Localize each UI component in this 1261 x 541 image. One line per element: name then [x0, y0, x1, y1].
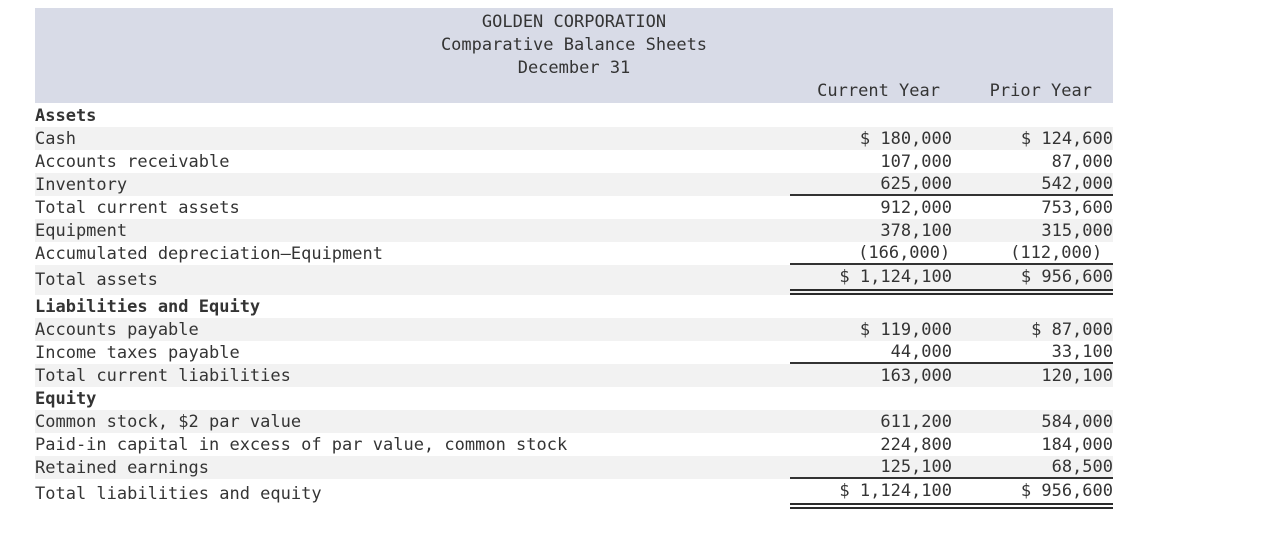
row-label: Paid-in capital in excess of par value, …	[35, 434, 568, 455]
current-year-value: $ 119,000	[790, 318, 952, 341]
table-row: Accumulated depreciation—Equipment (166,0…	[35, 242, 1113, 265]
row-label: Total current liabilities	[35, 364, 790, 387]
prior-year-value: $ 956,600	[952, 265, 1113, 295]
row-label: Accumulated depreciation—Equipment	[35, 243, 383, 264]
balance-sheet: GOLDEN CORPORATION Comparative Balance S…	[35, 8, 1113, 509]
balance-sheet-table-body: Assets Cash $ 180,000 $ 124,600 Accounts rec…	[35, 104, 1113, 509]
current-year-value	[790, 295, 952, 318]
section-header-row: Liabilities and Equity	[35, 295, 1113, 318]
table-row: Cash $ 180,000 $ 124,600	[35, 127, 1113, 150]
current-year-value: 625,000	[790, 173, 952, 196]
prior-year-value: 33,100	[952, 341, 1113, 364]
sheet-date: December 31	[517, 58, 631, 78]
company-name: GOLDEN CORPORATION	[481, 12, 667, 32]
row-label: Accounts receivable	[35, 151, 230, 172]
prior-year-value	[952, 387, 1113, 410]
row-label: Total liabilities and equity	[35, 484, 322, 504]
row-label: Total current assets	[35, 197, 240, 218]
row-label: Common stock, $2 par value	[35, 410, 790, 433]
table-row: Total assets $ 1,124,100 $ 956,600	[35, 265, 1113, 295]
current-year-value: 912,000	[880, 197, 952, 218]
table-row: Total liabilities and equity $ 1,124,100 $…	[35, 479, 1113, 509]
prior-year-value: 87,000	[1051, 151, 1113, 172]
prior-year-value	[952, 104, 1113, 127]
table-row: Accounts payable $ 119,000 $ 87,000	[35, 318, 1113, 341]
table-row: Equipment 378,100 315,000	[35, 219, 1113, 242]
prior-year-value: 584,000	[952, 410, 1113, 433]
prior-year-value: 184,000	[1041, 434, 1113, 455]
current-year-value: 44,000	[790, 341, 952, 364]
prior-year-value	[952, 295, 1113, 318]
current-year-value: $ 1,124,100	[790, 265, 952, 295]
row-label: Equity	[35, 388, 97, 409]
table-row: Total current liabilities 163,000 120,100	[35, 364, 1113, 387]
column-header-prior-year: Prior Year	[989, 81, 1092, 101]
table-row: Retained earnings 125,100 68,500	[35, 456, 1113, 479]
section-header-row: Equity	[35, 387, 1113, 410]
prior-year-value: 753,600	[1041, 197, 1113, 218]
prior-year-value: 68,500	[952, 456, 1113, 479]
table-row: Inventory 625,000 542,000	[35, 173, 1113, 196]
prior-year-value: (112,000)	[952, 242, 1113, 265]
row-label: Equipment	[35, 219, 790, 242]
current-year-value: $ 180,000	[790, 127, 952, 150]
current-year-value: 611,200	[790, 410, 952, 433]
table-row: Income taxes payable 44,000 33,100	[35, 341, 1113, 364]
table-row: Common stock, $2 par value 611,200 584,000	[35, 410, 1113, 433]
current-year-value	[790, 104, 952, 127]
row-label: Assets	[35, 105, 97, 126]
current-year-value	[790, 387, 952, 410]
balance-sheet-table: Assets Cash $ 180,000 $ 124,600 Accounts rec…	[35, 104, 1113, 509]
current-year-value: $ 1,124,100	[790, 479, 952, 509]
current-year-value: 107,000	[880, 151, 952, 172]
row-label: Cash	[35, 127, 790, 150]
sheet-header: GOLDEN CORPORATION Comparative Balance S…	[35, 8, 1113, 103]
prior-year-value: 315,000	[952, 219, 1113, 242]
current-year-value: (166,000)	[790, 242, 952, 265]
section-header-row: Assets	[35, 104, 1113, 127]
table-row: Accounts receivable 107,000 87,000	[35, 150, 1113, 173]
column-header-spacer	[35, 80, 790, 103]
row-label: Liabilities and Equity	[35, 296, 261, 317]
prior-year-value: $ 124,600	[952, 127, 1113, 150]
sheet-subtitle: Comparative Balance Sheets	[440, 35, 708, 55]
table-row: Paid-in capital in excess of par value, …	[35, 433, 1113, 456]
prior-year-value: $ 87,000	[952, 318, 1113, 341]
column-headers: Current Year Prior Year	[35, 80, 1113, 103]
row-label: Total assets	[35, 265, 790, 295]
current-year-value: 163,000	[790, 364, 952, 387]
prior-year-value: 120,100	[952, 364, 1113, 387]
column-header-current-year: Current Year	[817, 81, 940, 101]
row-label: Retained earnings	[35, 456, 790, 479]
prior-year-value: $ 956,600	[952, 479, 1113, 509]
current-year-value: 224,800	[880, 434, 952, 455]
current-year-value: 125,100	[790, 456, 952, 479]
row-label: Inventory	[35, 173, 790, 196]
row-label: Income taxes payable	[35, 342, 240, 363]
current-year-value: 378,100	[790, 219, 952, 242]
table-row: Total current assets 912,000 753,600	[35, 196, 1113, 219]
prior-year-value: 542,000	[952, 173, 1113, 196]
row-label: Accounts payable	[35, 318, 790, 341]
